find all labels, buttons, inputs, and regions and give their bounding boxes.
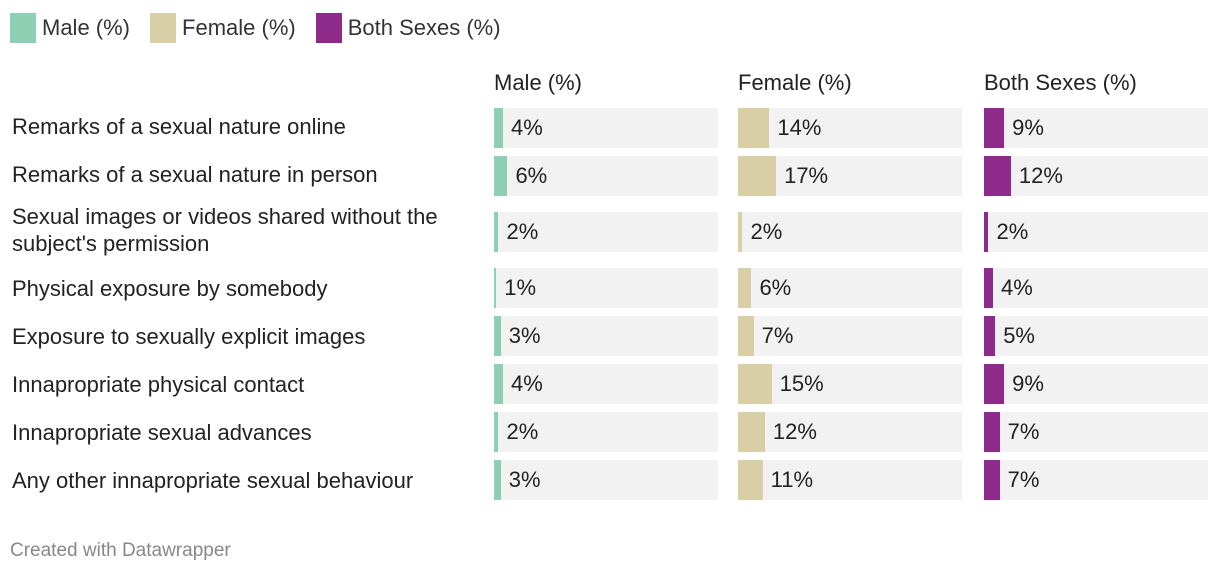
bar-cell: 7% [984,412,1208,452]
data-label: 2% [750,219,783,244]
data-label: 4% [510,115,543,140]
bar [984,412,1000,452]
data-label: 3% [508,323,541,348]
bar-cell: 14% [738,108,962,148]
data-label: 14% [777,115,822,140]
bar [984,364,1005,404]
legend-item: Both Sexes (%) [315,13,501,43]
bar [494,268,497,308]
data-label: 12% [1018,163,1063,188]
row-label: Remarks of a sexual nature online [12,114,346,139]
column-header: Female (%) [738,70,852,95]
bar-cell: 2% [738,212,962,252]
data-label: 2% [506,219,539,244]
bar-cell: 9% [984,364,1208,404]
bar-cell: 6% [494,156,718,196]
bar-cell: 2% [984,212,1208,252]
column-header: Both Sexes (%) [984,70,1137,95]
data-label: 6% [515,163,548,188]
row-label: Physical exposure by somebody [12,276,328,301]
bar [738,316,754,356]
bar-cell: 7% [738,316,962,356]
bar-cell: 12% [984,156,1208,196]
data-label: 4% [510,371,543,396]
row-label: Any other innapropriate sexual behaviour [12,468,414,493]
data-label: 2% [506,419,539,444]
legend-label: Female (%) [182,15,296,40]
legend-swatch [10,13,36,43]
bar [494,156,508,196]
data-label: 11% [770,467,814,492]
bar [984,156,1011,196]
legend-swatch [150,13,177,43]
data-label: 4% [1000,275,1033,300]
bar [738,364,772,404]
bar-cell: 2% [494,212,718,252]
row-label: Innapropriate physical contact [12,372,305,397]
bar-cell: 4% [984,268,1208,308]
bar [984,316,996,356]
column-header: Male (%) [494,70,583,95]
data-label: 7% [1007,467,1040,492]
data-label: 7% [1007,419,1040,444]
bar [494,412,499,452]
bar-cell: 17% [738,156,962,196]
bar [738,460,763,500]
data-label: 3% [508,467,541,492]
bar-cell: 4% [494,364,718,404]
bar [738,156,777,196]
legend-label: Both Sexes (%) [347,15,501,40]
bar-cell: 12% [738,412,962,452]
data-label: 9% [1012,115,1044,140]
data-label: 9% [1012,371,1044,396]
bar [984,212,989,252]
legend-label: Male (%) [42,15,131,40]
bar [738,268,752,308]
data-label: 2% [996,219,1029,244]
data-label: 6% [759,275,792,300]
legend-swatch [315,13,342,43]
bar-cell: 3% [494,316,718,356]
data-label: 15% [779,371,824,396]
bar [738,412,765,452]
legend-item: Female (%) [150,13,296,43]
bar [494,108,503,148]
bar-cell: 3% [494,460,718,500]
bar-cell: 11% [738,460,962,500]
bar [494,212,499,252]
data-label: 5% [1003,323,1035,348]
data-label: 12% [772,419,817,444]
data-label: 7% [761,323,794,348]
bar-cell: 2% [494,412,718,452]
bar [984,460,1000,500]
bar [984,268,993,308]
bar-cell: 1% [494,268,718,308]
bar-cell: 6% [738,268,962,308]
data-label: 17% [784,163,829,188]
legend: Male (%) Female (%) Both Sexes (%) [10,13,521,43]
row-label: Remarks of a sexual nature in person [12,162,378,187]
row-label: Sexual images or videos shared without t… [12,204,438,256]
data-label: 1% [504,275,537,300]
row-label: Innapropriate sexual advances [12,420,312,445]
bar [738,108,770,148]
row-label: Exposure to sexually explicit images [12,324,366,349]
bar [494,316,501,356]
bar [494,364,503,404]
bar-cell: 7% [984,460,1208,500]
footer-credit: Created with Datawrapper [10,540,231,561]
bar [984,108,1005,148]
bar-cell: 5% [984,316,1208,356]
legend-item: Male (%) [10,13,130,43]
bar [494,460,501,500]
bar-cell: 9% [984,108,1208,148]
bar [738,212,743,252]
bar-cell: 15% [738,364,962,404]
bar-cell: 4% [494,108,718,148]
